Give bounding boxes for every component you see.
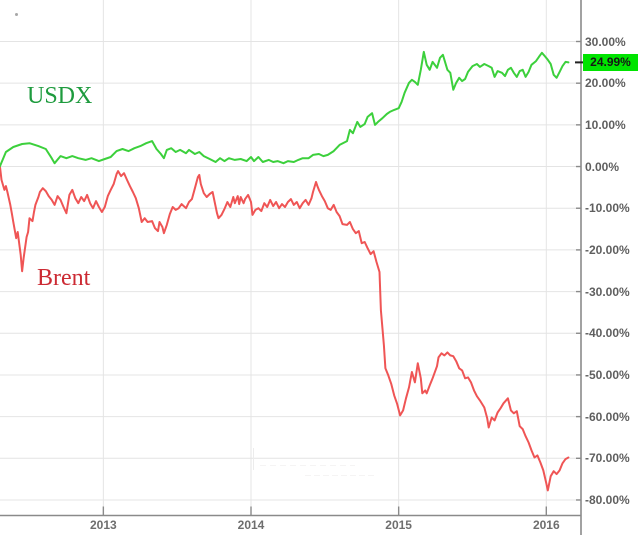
y-axis-label: 20.00%	[585, 76, 626, 91]
gridlines	[0, 0, 581, 516]
x-axis-label: 2016	[532, 518, 560, 532]
y-axis-label: -80.00%	[585, 492, 630, 507]
x-axis-label: 2015	[385, 518, 412, 532]
watermark-smudge	[250, 461, 375, 483]
x-axis-label: 2013	[89, 518, 117, 532]
y-axis-label: 30.00%	[585, 34, 626, 49]
axes	[0, 0, 583, 535]
y-axis-label: -10.00%	[585, 201, 630, 216]
y-axis-label: -20.00%	[585, 242, 630, 257]
crosshair-artifact	[253, 448, 254, 470]
y-axis-label: -60.00%	[585, 409, 630, 424]
x-axis-label: 2014	[237, 518, 265, 532]
y-axis-label: -40.00%	[585, 326, 630, 341]
usdx-series-label: USDX	[27, 83, 93, 109]
brent-series-label: Brent	[37, 265, 91, 291]
brent-line	[0, 166, 570, 492]
cursor-dot-artifact	[15, 13, 18, 16]
y-axis-label: 10.00%	[585, 117, 626, 132]
y-axis-label: 0.00%	[585, 159, 620, 174]
y-axis-label: -50.00%	[585, 367, 630, 382]
y-axis-label: -30.00%	[585, 284, 630, 299]
usdx-line	[0, 50, 570, 168]
last-value-badge: 24.99%	[583, 53, 638, 71]
y-axis-label: -70.00%	[585, 451, 630, 466]
